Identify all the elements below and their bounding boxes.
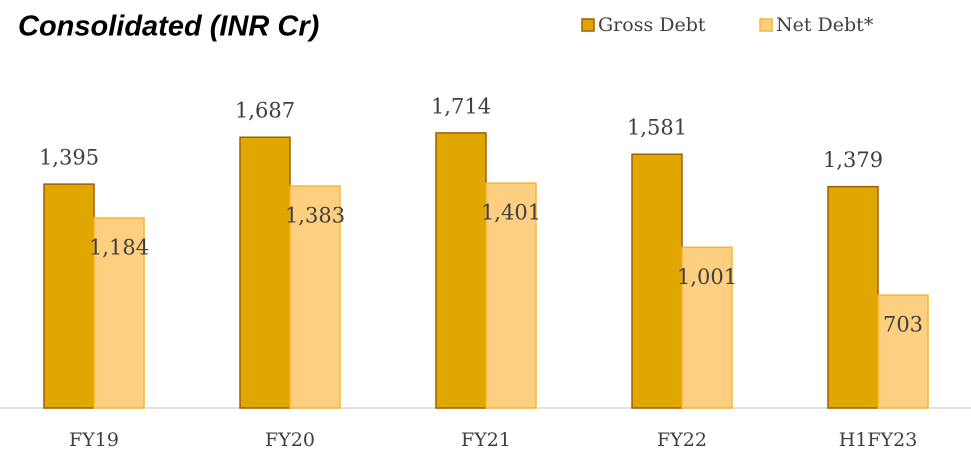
- x-tick-label: FY19: [69, 429, 119, 451]
- bar: [43, 183, 95, 409]
- bar: [239, 136, 291, 409]
- x-tick-label: FY20: [265, 429, 315, 451]
- data-label: 1,379: [823, 148, 883, 172]
- data-label: 1,395: [39, 146, 99, 170]
- legend-label: Net Debt*: [776, 14, 874, 36]
- bar: [631, 153, 683, 409]
- data-label: 1,714: [431, 94, 491, 118]
- x-tick-label: FY22: [657, 429, 707, 451]
- bar: [93, 217, 145, 409]
- bar: [877, 294, 929, 409]
- x-tick-label: FY21: [461, 429, 511, 451]
- chart-title: Consolidated (INR Cr): [18, 11, 319, 43]
- bar: [681, 246, 733, 409]
- data-label: 1,184: [89, 235, 149, 259]
- legend-swatch: [759, 18, 773, 32]
- legend-label: Gross Debt: [598, 14, 706, 36]
- legend-swatch: [581, 18, 595, 32]
- data-label: 1,687: [235, 99, 295, 123]
- bar: [289, 185, 341, 409]
- bar: [485, 182, 537, 409]
- data-label: 1,383: [285, 204, 345, 228]
- data-label: 1,581: [627, 116, 687, 140]
- data-label: 703: [883, 313, 923, 337]
- bar: [827, 185, 879, 409]
- data-label: 1,401: [481, 201, 541, 225]
- data-label: 1,001: [677, 265, 737, 289]
- x-tick-label: H1FY23: [839, 429, 918, 451]
- bar: [435, 132, 487, 409]
